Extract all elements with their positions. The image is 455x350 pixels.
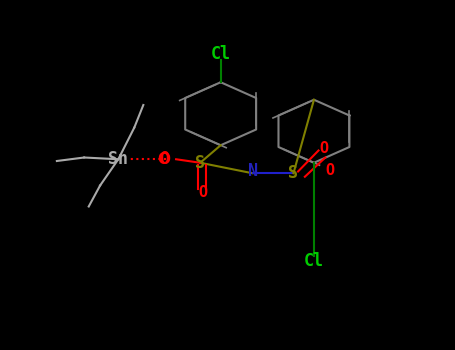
Text: Cl: Cl [304,252,324,270]
Text: O: O [325,163,334,178]
Text: Sn: Sn [108,150,128,168]
Text: O: O [320,141,329,155]
Text: O: O [159,150,169,168]
Text: Cl: Cl [211,45,231,63]
Text: O: O [157,152,170,167]
Text: N: N [248,162,258,181]
Text: S: S [288,164,298,182]
Text: S: S [195,154,205,172]
Text: O: O [198,185,207,200]
